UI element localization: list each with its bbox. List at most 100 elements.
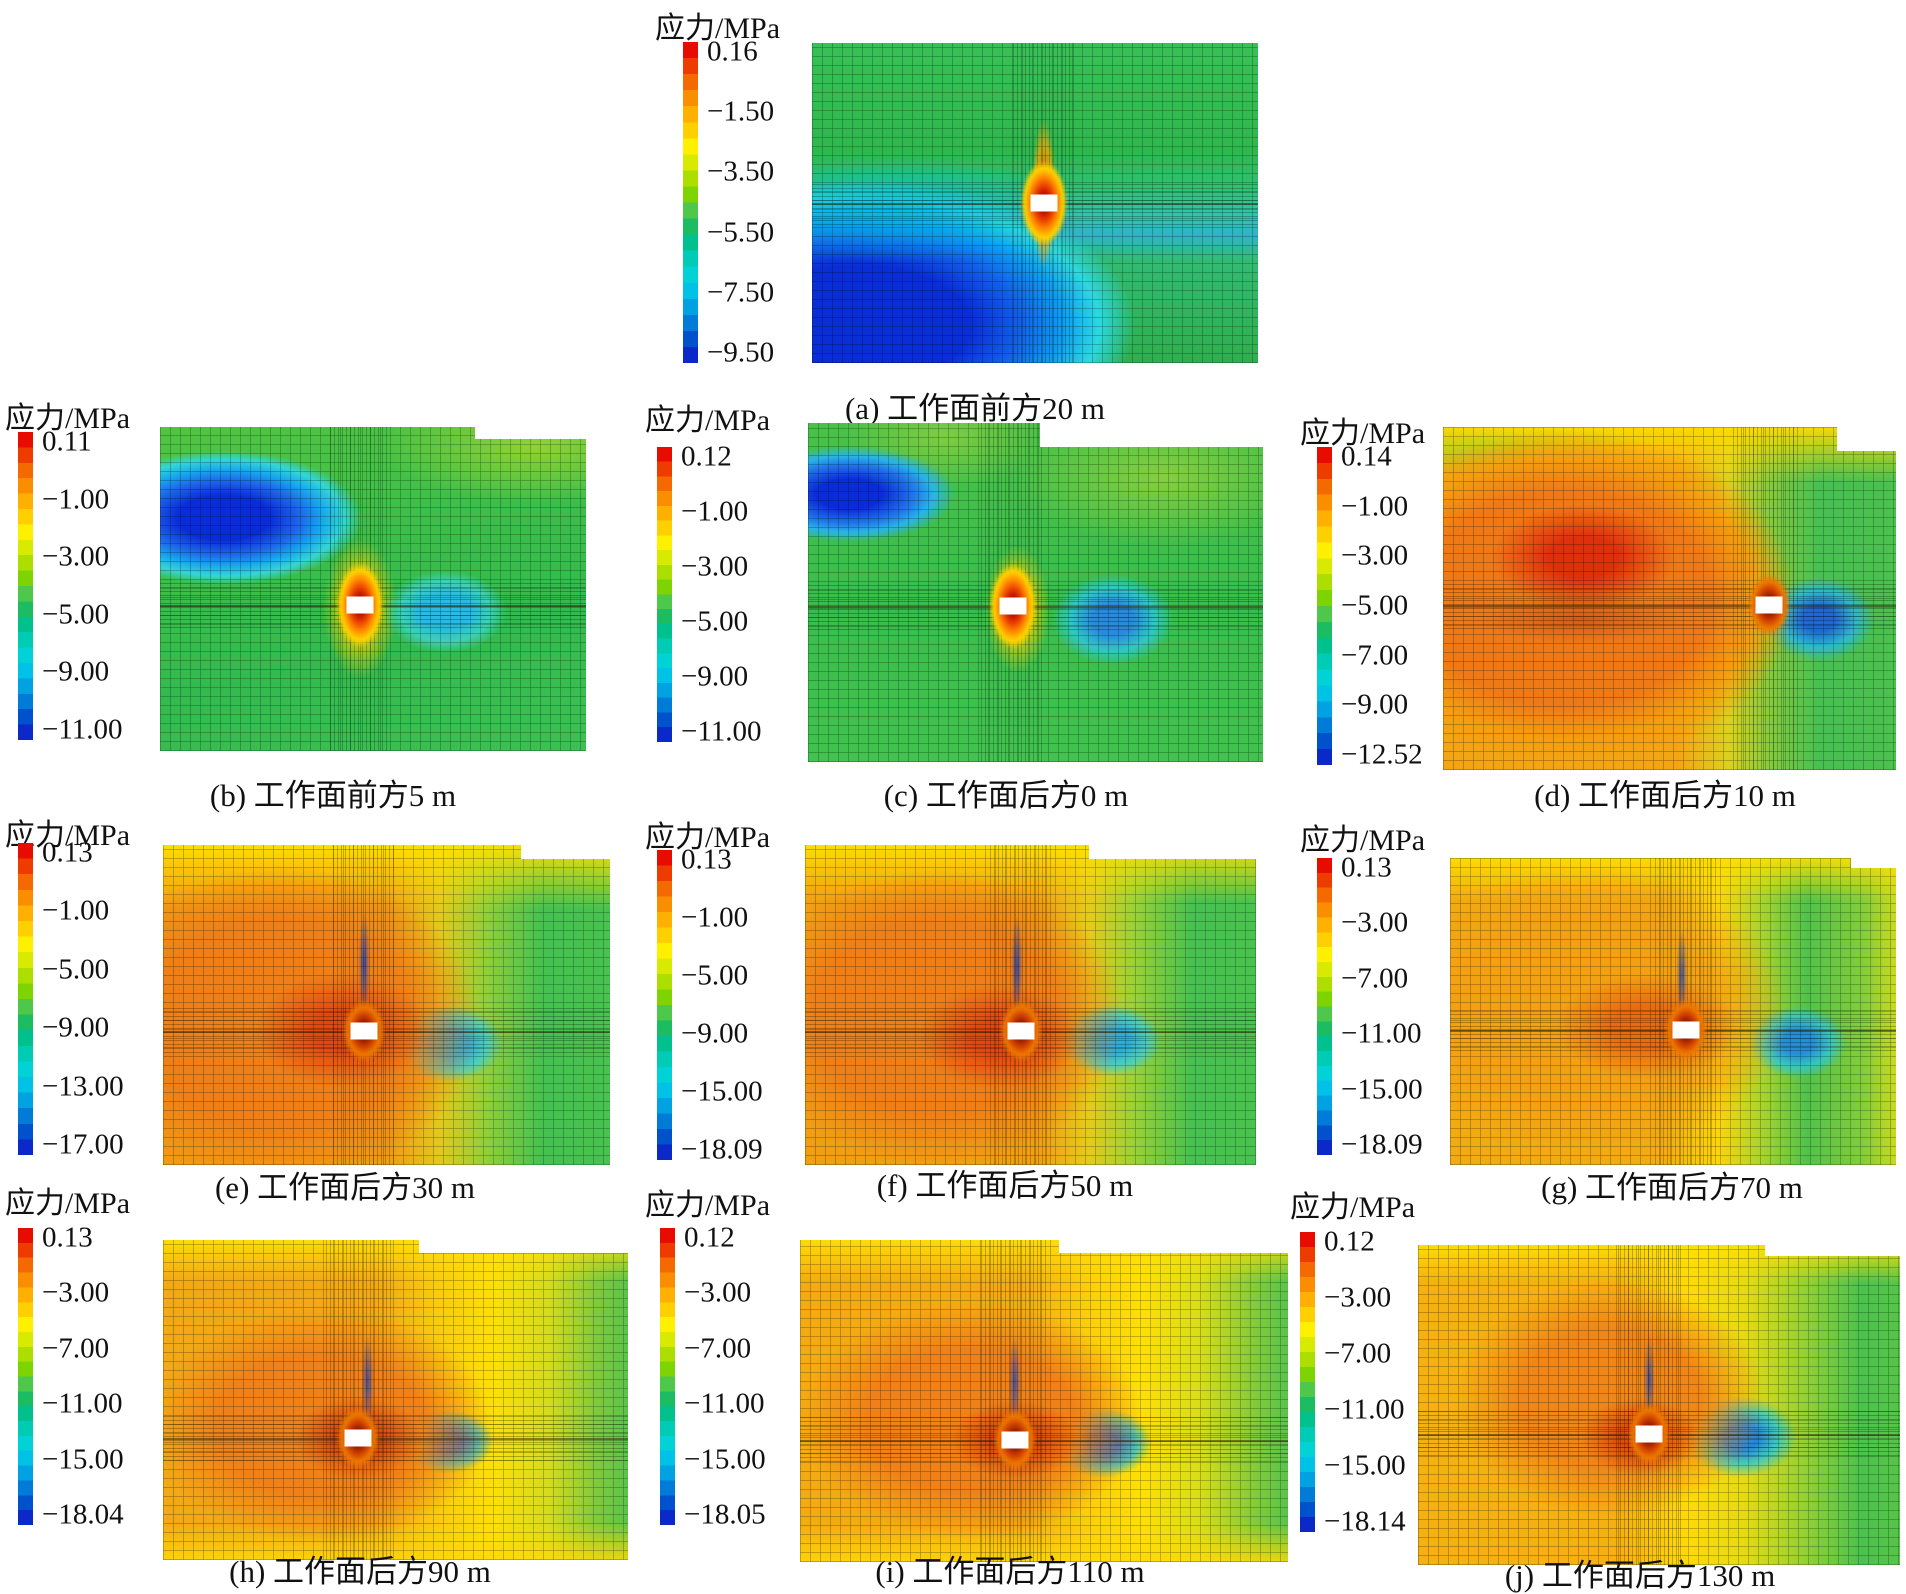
colorbar-tick-label: 0.12	[684, 1221, 735, 1254]
panel-caption: (c) 工作面后方0 m	[883, 778, 1129, 813]
fine-mesh-horizontal-band	[1450, 1008, 1896, 1052]
panel-caption: (i) 工作面后方110 m	[875, 1554, 1145, 1589]
colorbar-tick-label: −5.00	[681, 959, 749, 992]
fine-mesh-vertical-band	[325, 1240, 391, 1560]
contour-plot	[812, 43, 1258, 363]
mesh-grid-overlay	[1450, 858, 1896, 1165]
fine-mesh-vertical-band	[1012, 43, 1076, 363]
fine-mesh-horizontal-band	[163, 1416, 628, 1461]
coal-seam-line	[812, 203, 1258, 205]
contour-plot	[163, 845, 610, 1165]
excavation-rect	[350, 1022, 378, 1040]
excavation-rect	[344, 1429, 372, 1447]
legend-title: 应力/MPa	[5, 402, 131, 435]
legend-title: 应力/MPa	[1290, 1191, 1416, 1224]
coal-seam-line	[163, 1030, 610, 1033]
panel-caption: (d) 工作面后方10 m	[1534, 778, 1796, 813]
mesh-grid-overlay	[808, 423, 1263, 762]
colorbar-tick-label: 0.13	[1341, 851, 1392, 884]
excavation-rect	[1672, 1021, 1700, 1039]
model-top-step	[1089, 845, 1256, 859]
legend-title: 应力/MPa	[1300, 417, 1426, 450]
colorbar-tick-label: −3.00	[1341, 539, 1409, 572]
excavation-stress-halo	[329, 549, 392, 662]
contour-plot	[808, 423, 1263, 762]
colorbar-tick-label: −3.00	[42, 1276, 110, 1309]
colorbar-tick-label: −13.00	[42, 1070, 124, 1103]
colorbar-tick-label: −5.00	[1341, 589, 1409, 622]
model-top-step	[1851, 858, 1896, 868]
mesh-grid-overlay	[812, 43, 1258, 363]
panel-caption: (e) 工作面后方30 m	[214, 1170, 476, 1205]
fine-mesh-horizontal-band	[1443, 581, 1896, 630]
legend-title: 应力/MPa	[645, 1189, 771, 1222]
panel-caption: (h) 工作面后方90 m	[229, 1554, 491, 1589]
colorbar-tick-label: −3.00	[1341, 906, 1409, 939]
colorbar-tick-label: 0.13	[42, 836, 93, 869]
fine-mesh-vertical-band	[1615, 1245, 1684, 1565]
colorbar-tick-label: −9.00	[681, 1017, 749, 1050]
fine-mesh-vertical-band	[980, 423, 1045, 762]
colorbar-tick-label: −3.00	[684, 1276, 752, 1309]
colorbar-tick-label: 0.11	[42, 425, 92, 458]
fine-mesh-horizontal-band	[812, 180, 1258, 226]
fine-mesh-horizontal-band	[805, 1008, 1256, 1053]
excavation-rect	[346, 596, 374, 614]
coal-seam-line	[1418, 1433, 1900, 1436]
colorbar-tick-label: 0.13	[681, 843, 732, 876]
colorbar	[683, 42, 698, 363]
colorbar-tick-label: −11.00	[42, 1387, 123, 1420]
excavation-rect	[1755, 596, 1783, 614]
colorbar-tick-label: −7.00	[1341, 962, 1409, 995]
colorbar-tick-label: −17.00	[42, 1128, 124, 1161]
colorbar	[657, 447, 672, 742]
colorbar-tick-label: −9.00	[1341, 688, 1409, 721]
colorbar-tick-label: −1.00	[1341, 490, 1409, 523]
fine-mesh-horizontal-band	[163, 1008, 610, 1053]
model-top-step	[1040, 423, 1263, 447]
panel-caption: (j) 工作面后方130 m	[1504, 1558, 1776, 1593]
colorbar-tick-label: 0.16	[707, 35, 758, 68]
model-top-step	[1058, 1240, 1288, 1253]
excavation-stress-halo	[1740, 563, 1799, 648]
mesh-grid-overlay	[800, 1240, 1288, 1562]
fine-mesh-vertical-band	[980, 1240, 1049, 1562]
colorbar-tick-label: −9.00	[681, 660, 749, 693]
mesh-grid-overlay	[1443, 427, 1896, 770]
excavation-rect	[1030, 194, 1058, 212]
contour-plot	[160, 427, 586, 751]
excavation-stress-halo	[1012, 147, 1075, 259]
colorbar-tick-label: −7.50	[707, 276, 775, 309]
legend-title: 应力/MPa	[5, 1187, 131, 1220]
contour-plot	[1418, 1245, 1900, 1565]
contour-plot	[163, 1240, 628, 1560]
colorbar-tick-label: −9.00	[42, 655, 110, 688]
contour-plot	[805, 845, 1256, 1165]
legend-title: 应力/MPa	[1300, 824, 1426, 857]
fine-mesh-horizontal-band	[800, 1417, 1288, 1463]
colorbar-tick-label: −3.50	[707, 155, 775, 188]
contour-plot	[800, 1240, 1288, 1562]
coal-seam-line	[1450, 1029, 1896, 1032]
colorbar-tick-label: −7.00	[42, 1332, 110, 1365]
fine-mesh-horizontal-band	[1418, 1411, 1900, 1457]
colorbar-tick-label: −9.50	[707, 336, 775, 369]
colorbar	[657, 850, 672, 1160]
coal-seam-line	[1443, 605, 1896, 608]
fine-mesh-horizontal-band	[160, 582, 586, 628]
excavation-rect	[1635, 1425, 1663, 1443]
panel-caption: (a) 工作面前方20 m	[844, 391, 1106, 426]
colorbar-tick-label: −3.00	[42, 540, 110, 573]
colorbar-tick-label: 0.13	[42, 1221, 93, 1254]
excavation-stress-halo	[981, 550, 1044, 663]
colorbar	[660, 1228, 675, 1525]
colorbar	[18, 843, 33, 1155]
colorbar-tick-label: −9.00	[42, 1011, 110, 1044]
mesh-grid-overlay	[163, 845, 610, 1165]
mesh-grid-overlay	[805, 845, 1256, 1165]
